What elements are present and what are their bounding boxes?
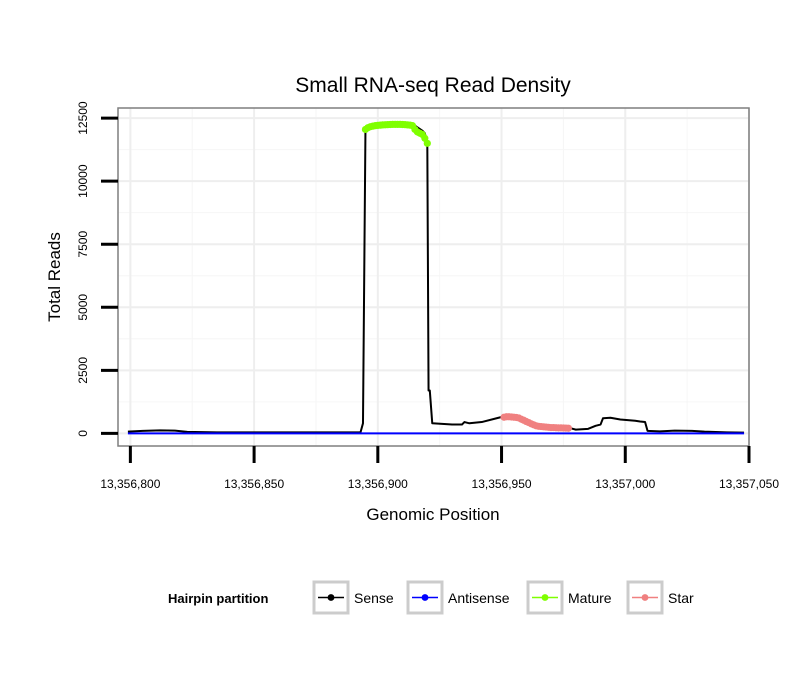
series-layer (127, 120, 745, 435)
x-tick-label: 13,356,850 (224, 477, 284, 491)
x-tick-label: 13,356,800 (100, 477, 160, 491)
legend-label: Antisense (448, 590, 510, 606)
x-tick-label: 13,356,950 (472, 477, 532, 491)
y-tick-label: 7500 (76, 231, 90, 258)
x-tick-label: 13,357,000 (595, 477, 655, 491)
chart-title: Small RNA-seq Read Density (295, 74, 571, 97)
y-tick-label: 12500 (76, 101, 90, 135)
legend-key-marker (421, 594, 429, 601)
legend-item-mature: Mature (526, 580, 612, 615)
legend-key-marker (641, 594, 649, 601)
series-sense (127, 123, 745, 434)
x-tick-label: 13,356,900 (348, 477, 408, 491)
plot-panel (118, 108, 749, 446)
x-axis-title: Genomic Position (366, 505, 499, 524)
y-tick-label: 5000 (76, 294, 90, 321)
series-mature (361, 120, 431, 147)
legend-item-star: Star (626, 580, 694, 615)
series-line-sense (127, 123, 745, 434)
legend-title: Hairpin partition (168, 591, 268, 606)
legend-key-marker (541, 594, 549, 601)
legend-item-sense: Sense (312, 580, 394, 615)
legend-item-antisense: Antisense (406, 580, 510, 615)
data-point-star (564, 424, 572, 432)
legend: Hairpin partition Sense Antisense Mature St… (168, 580, 694, 615)
legend-label: Sense (354, 590, 394, 606)
data-point-mature (423, 139, 431, 147)
legend-label: Star (668, 590, 694, 606)
y-tick-label: 10000 (76, 164, 90, 198)
axis-layer: 13,356,800 13,356,850 13,356,900 13,356,950… (76, 101, 779, 491)
y-tick-label: 2500 (76, 357, 90, 384)
legend-label: Mature (568, 590, 612, 606)
x-tick-label: 13,357,050 (719, 477, 779, 491)
legend-key-marker (327, 594, 335, 601)
y-axis-title: Total Reads (45, 232, 64, 322)
series-star (500, 413, 572, 432)
plot-border (117, 107, 750, 447)
y-tick-label: 0 (76, 430, 90, 437)
